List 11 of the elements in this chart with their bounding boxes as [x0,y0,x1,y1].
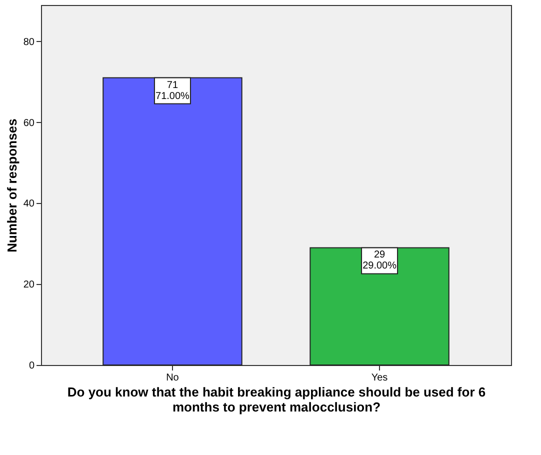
x-axis-title: Do you know that the habit breaking appliance should be used for 6 months to prevent malocclusion? [67,384,486,414]
data-label: 29 29.00% [362,250,397,272]
y-tick-label: 80 [23,36,35,48]
y-axis-title: Number of responses [4,118,20,252]
y-tick-label: 20 [23,280,35,291]
x-tick-label: Yes [371,372,388,384]
y-tick-label: 0 [28,360,35,372]
data-label: 71 71.00% [156,80,190,102]
x-tick-label: No [166,372,180,384]
y-tick-label: 60 [23,118,35,129]
y-tick-label: 40 [23,198,35,210]
